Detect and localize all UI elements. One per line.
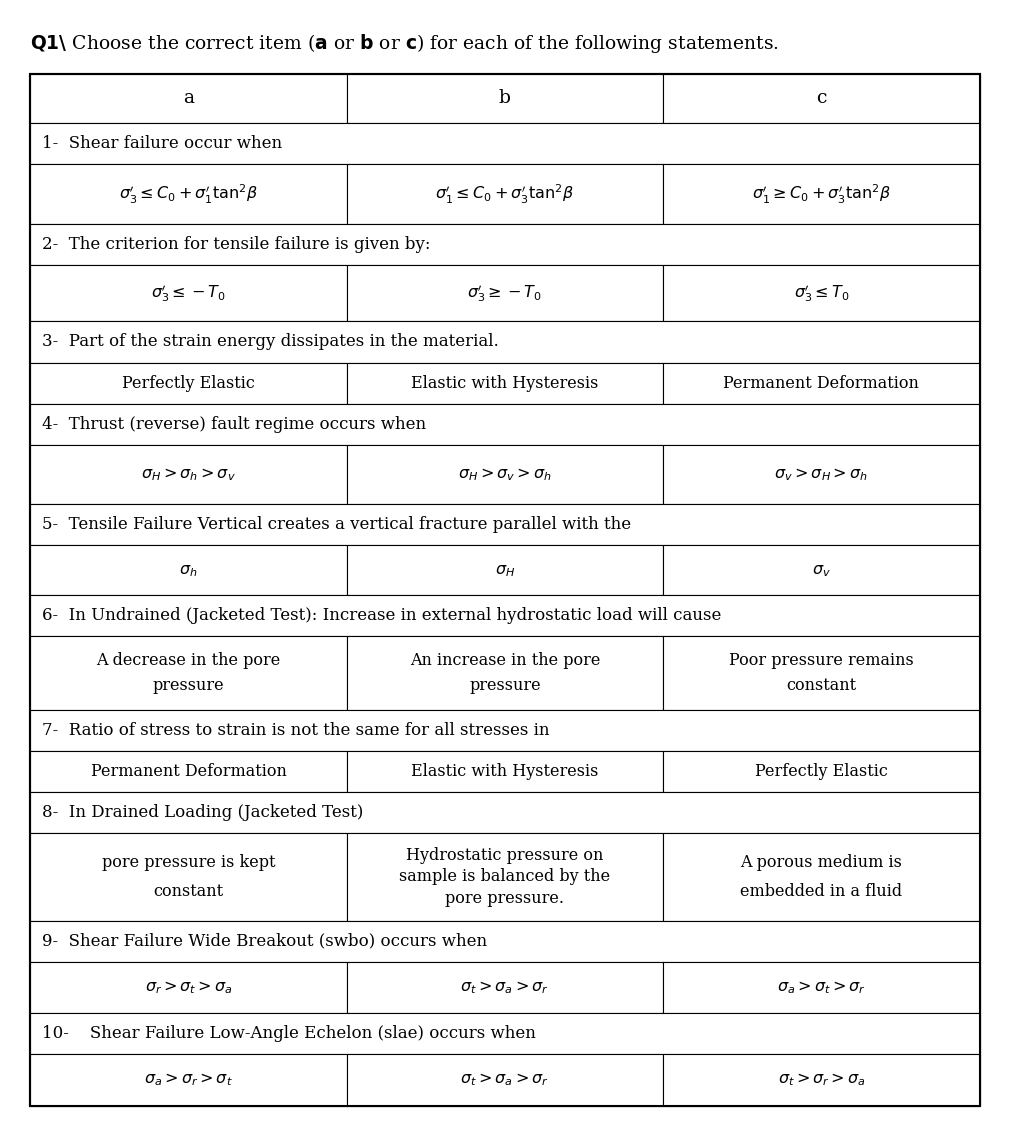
Bar (346, 962, 664, 1013)
Bar (346, 1055, 664, 1106)
Text: $\sigma_t > \sigma_a > \sigma_r$: $\sigma_t > \sigma_a > \sigma_r$ (461, 979, 549, 996)
Text: pressure: pressure (153, 677, 224, 694)
Bar (346, 636, 664, 710)
Text: a: a (183, 90, 194, 108)
Bar (30, 74, 346, 124)
Text: $\sigma_H$: $\sigma_H$ (495, 561, 515, 578)
Text: $\sigma_v > \sigma_H > \sigma_h$: $\sigma_v > \sigma_H > \sigma_h$ (775, 466, 869, 483)
Bar (346, 265, 664, 321)
Text: $\sigma_3' \leq C_0 + \sigma_1'\tan^2\!\beta$: $\sigma_3' \leq C_0 + \sigma_1'\tan^2\!\… (119, 183, 259, 205)
Bar (30, 164, 346, 223)
Text: pressure: pressure (469, 677, 540, 694)
Text: $\sigma_t > \sigma_a > \sigma_r$: $\sigma_t > \sigma_a > \sigma_r$ (461, 1072, 549, 1089)
Text: A porous medium is: A porous medium is (740, 854, 902, 871)
Bar (346, 445, 664, 505)
Text: $\mathbf{Q1\backslash}$ Choose the correct item ($\mathbf{a}$ or $\mathbf{b}$ or: $\mathbf{Q1\backslash}$ Choose the corre… (30, 32, 780, 54)
Bar (30, 404, 980, 445)
Text: 10-    Shear Failure Low-Angle Echelon (slae) occurs when: 10- Shear Failure Low-Angle Echelon (sla… (42, 1025, 536, 1042)
Text: Permanent Deformation: Permanent Deformation (723, 374, 919, 391)
Text: $\sigma_3' \leq -T_0$: $\sigma_3' \leq -T_0$ (150, 282, 226, 304)
Text: $\sigma_a > \sigma_r > \sigma_t$: $\sigma_a > \sigma_r > \sigma_t$ (144, 1072, 233, 1089)
Text: constant: constant (154, 883, 223, 900)
Text: pore pressure.: pore pressure. (445, 890, 565, 907)
Text: Hydrostatic pressure on: Hydrostatic pressure on (406, 847, 604, 864)
Bar (30, 751, 346, 793)
Text: $\sigma_H > \sigma_h > \sigma_v$: $\sigma_H > \sigma_h > \sigma_v$ (141, 466, 236, 483)
Bar (664, 833, 980, 921)
Text: 1-  Shear failure occur when: 1- Shear failure occur when (42, 135, 283, 152)
Bar (346, 751, 664, 793)
Bar (664, 751, 980, 793)
Text: 2-  The criterion for tensile failure is given by:: 2- The criterion for tensile failure is … (42, 236, 431, 253)
Text: c: c (816, 90, 826, 108)
Text: sample is balanced by the: sample is balanced by the (399, 869, 610, 886)
Text: $\sigma_H > \sigma_v > \sigma_h$: $\sigma_H > \sigma_v > \sigma_h$ (458, 466, 551, 483)
Text: Elastic with Hysteresis: Elastic with Hysteresis (411, 763, 599, 780)
Text: 9-  Shear Failure Wide Breakout (swbo) occurs when: 9- Shear Failure Wide Breakout (swbo) oc… (42, 932, 488, 949)
Bar (664, 545, 980, 595)
Bar (346, 545, 664, 595)
Bar (30, 1055, 346, 1106)
Bar (30, 962, 346, 1013)
Text: $\sigma_a > \sigma_t > \sigma_r$: $\sigma_a > \sigma_t > \sigma_r$ (777, 979, 866, 996)
Bar (664, 962, 980, 1013)
Bar (664, 164, 980, 223)
Bar (664, 636, 980, 710)
Text: embedded in a fluid: embedded in a fluid (740, 883, 903, 900)
Bar (30, 223, 980, 265)
Bar (664, 74, 980, 124)
Text: 6-  In Undrained (Jacketed Test): Increase in external hydrostatic load will cau: 6- In Undrained (Jacketed Test): Increas… (42, 607, 722, 624)
Bar (664, 363, 980, 404)
Text: Poor pressure remains: Poor pressure remains (729, 652, 914, 669)
Text: 4-  Thrust (reverse) fault regime occurs when: 4- Thrust (reverse) fault regime occurs … (42, 416, 426, 433)
Text: constant: constant (787, 677, 856, 694)
Bar (30, 833, 346, 921)
Text: A decrease in the pore: A decrease in the pore (96, 652, 281, 669)
Bar (346, 74, 664, 124)
Text: $\sigma_3' \leq T_0$: $\sigma_3' \leq T_0$ (794, 282, 849, 304)
Text: b: b (499, 90, 511, 108)
Text: 3-  Part of the strain energy dissipates in the material.: 3- Part of the strain energy dissipates … (42, 333, 499, 350)
Bar (30, 1013, 980, 1055)
Bar (664, 445, 980, 505)
Text: $\sigma_v$: $\sigma_v$ (812, 561, 831, 578)
Bar (30, 321, 980, 363)
Text: $\sigma_1' \leq C_0 + \sigma_3'\tan^2\!\beta$: $\sigma_1' \leq C_0 + \sigma_3'\tan^2\!\… (435, 183, 575, 205)
Text: $\sigma_1' \geq C_0 + \sigma_3'\tan^2\!\beta$: $\sigma_1' \geq C_0 + \sigma_3'\tan^2\!\… (751, 183, 891, 205)
Text: 8-  In Drained Loading (Jacketed Test): 8- In Drained Loading (Jacketed Test) (42, 804, 364, 821)
Bar (30, 595, 980, 636)
Text: $\sigma_3' \geq -T_0$: $\sigma_3' \geq -T_0$ (468, 282, 542, 304)
Text: 5-  Tensile Failure Vertical creates a vertical fracture parallel with the: 5- Tensile Failure Vertical creates a ve… (42, 516, 631, 533)
Bar (30, 793, 980, 833)
Text: pore pressure is kept: pore pressure is kept (102, 854, 276, 871)
Text: $\sigma_h$: $\sigma_h$ (180, 561, 198, 578)
Text: Perfectly Elastic: Perfectly Elastic (755, 763, 888, 780)
Text: Permanent Deformation: Permanent Deformation (91, 763, 287, 780)
Bar (30, 265, 346, 321)
Bar (30, 445, 346, 505)
Bar (30, 505, 980, 545)
Bar (30, 545, 346, 595)
Bar (346, 833, 664, 921)
Text: Elastic with Hysteresis: Elastic with Hysteresis (411, 374, 599, 391)
Text: An increase in the pore: An increase in the pore (410, 652, 600, 669)
Bar (664, 265, 980, 321)
Bar (30, 124, 980, 164)
Bar (664, 1055, 980, 1106)
Text: 7-  Ratio of stress to strain is not the same for all stresses in: 7- Ratio of stress to strain is not the … (42, 722, 549, 739)
Bar (30, 921, 980, 962)
Bar (346, 363, 664, 404)
Text: $\sigma_t > \sigma_r > \sigma_a$: $\sigma_t > \sigma_r > \sigma_a$ (778, 1072, 866, 1089)
Text: $\sigma_r > \sigma_t > \sigma_a$: $\sigma_r > \sigma_t > \sigma_a$ (144, 979, 232, 996)
Bar (346, 164, 664, 223)
Bar (30, 636, 346, 710)
Bar (30, 710, 980, 751)
Bar (30, 363, 346, 404)
Text: Perfectly Elastic: Perfectly Elastic (122, 374, 255, 391)
